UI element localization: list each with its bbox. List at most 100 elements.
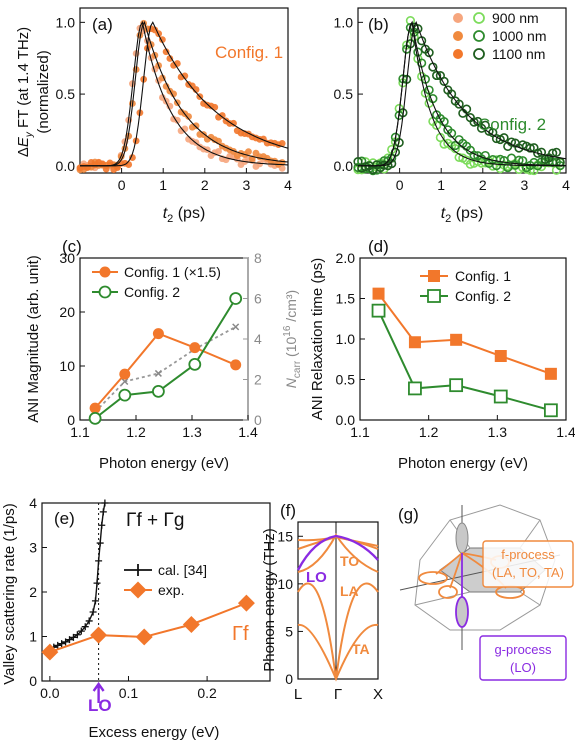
config1-marker [408, 336, 421, 349]
exp-marker [135, 628, 153, 646]
ncarr-line [94, 326, 237, 413]
x-tick-label: 1.2 [419, 424, 439, 440]
cal-marker [98, 521, 106, 529]
data-point [125, 161, 133, 168]
x-tick-label: 0.0 [40, 685, 60, 701]
legend-d-config2-label: Config. 2 [455, 288, 511, 304]
panel-f-la-label: LA [340, 583, 359, 599]
y2-tick-label: 6 [254, 291, 262, 307]
config2-marker [371, 303, 386, 318]
config2-marker [493, 389, 508, 404]
g-process-title: g-process [494, 642, 552, 657]
panel-b-xlabel: t2 (ps) [441, 205, 484, 225]
cal-marker [66, 636, 74, 644]
panel-e: 0.0 0.1 0.2 0 1 2 3 4 (e) Γf + Γg Γf cal. [34] … [1, 495, 271, 741]
x-tick-label: 1 [159, 177, 167, 193]
g-process-sub: (LO) [510, 660, 536, 675]
x-tick-label: 3 [521, 177, 529, 193]
cal-marker [54, 641, 62, 649]
y-tick-label: 0 [285, 671, 293, 687]
x-tick-label: 1.4 [238, 424, 258, 440]
x-tick-label: 0 [396, 177, 404, 193]
panel-c-lines [88, 292, 243, 425]
panel-d-xlabel: Photon energy (eV) [398, 455, 528, 472]
cal-marker [69, 633, 77, 641]
x-tick-label: 0.1 [119, 685, 139, 701]
x-tick-label: 2 [201, 177, 209, 193]
panel-e-ylabel: Valley scattering rate (1/ps) [1, 503, 18, 684]
panel-e-xlabel: Excess energy (eV) [89, 724, 220, 741]
cal-marker [96, 539, 104, 547]
panel-f-lo-branch [296, 534, 379, 571]
legend-1100-label: 1100 nm [492, 46, 545, 62]
f-arrow-4 [449, 552, 463, 589]
x-tick-label: 0.2 [197, 685, 217, 701]
cal-marker [73, 631, 81, 639]
lo-arrow [92, 681, 105, 703]
data-point [215, 147, 222, 155]
cal-marker [62, 638, 70, 646]
panel-f-acoustic-branch [297, 582, 379, 680]
cal-marker [93, 579, 101, 587]
x-tick-label: 0 [118, 177, 126, 193]
panel-a-xlabel: t2 (ps) [163, 205, 206, 225]
panel-d-ylabel: ANI Relaxation time (ps) [309, 258, 326, 421]
panel-b-fits [358, 20, 567, 167]
y2-tick-label: 0 [254, 412, 262, 428]
panel-a-ticks: 0 1 2 3 4 0.0 0.5 1.0 [56, 14, 293, 193]
x-tick-label: 2 [479, 177, 487, 193]
legend-1000-open-marker [473, 30, 485, 42]
data-point [469, 117, 479, 127]
config2-marker [188, 357, 202, 371]
panel-e-ticks: 0.0 0.1 0.2 0 1 2 3 4 [29, 495, 217, 701]
config2-marker [118, 388, 132, 402]
y-tick-label: 0.5 [336, 372, 356, 388]
legend-config2-label: Config. 2 [124, 284, 180, 300]
x-tick-label: 1.1 [350, 424, 370, 440]
x-tick-label: 4 [284, 177, 292, 193]
exp-marker [41, 643, 59, 661]
y-tick-label: 0 [29, 673, 37, 689]
legend-1000-label: 1000 nm [492, 28, 546, 44]
panel-a-ylabel-line2: (normalized) [35, 50, 52, 133]
f-process-title: f-process [501, 547, 555, 562]
panel-c-xlabel: Photon energy (eV) [99, 455, 229, 472]
data-point [230, 119, 237, 127]
ncarr-marker [121, 377, 129, 386]
x-tick-label: 1.1 [70, 424, 90, 440]
data-point [162, 83, 170, 90]
data-point [166, 102, 174, 110]
config1-marker [152, 328, 164, 340]
data-point [447, 89, 457, 99]
valley-bottom [455, 596, 469, 628]
ncarr-marker [154, 369, 162, 377]
data-point [480, 150, 490, 161]
legend-exp-marker [129, 581, 147, 599]
data-point [192, 122, 200, 130]
y-tick-label: 1 [29, 629, 37, 645]
exp-marker [182, 615, 200, 633]
panel-e-lo-label: LO [88, 696, 112, 715]
data-point [173, 116, 181, 124]
panel-d-legend: Config. 1 Config. 2 [420, 268, 511, 304]
config2-marker [543, 403, 558, 418]
data-point [432, 120, 442, 130]
cal-marker [91, 597, 99, 605]
data-point [551, 147, 562, 158]
panel-c-y2label: Ncarr (1016 /cm³) [282, 290, 303, 388]
legend-config1-marker [99, 266, 111, 278]
cal-marker [81, 623, 89, 631]
cal-marker [77, 627, 85, 635]
y-tick-label: 15 [277, 528, 293, 544]
legend-config2-marker [98, 285, 112, 299]
data-point [278, 140, 286, 147]
legend-1000-filled-marker [453, 31, 463, 41]
legend-d-config1-marker [428, 270, 440, 282]
data-point [162, 48, 170, 56]
y2-tick-label: 8 [254, 250, 262, 266]
legend-900-open-marker [473, 12, 485, 24]
data-point [170, 90, 178, 98]
panel-f-ticks: 0 5 10 15 L Γ X [277, 528, 383, 703]
panel-c-ylabel: ANI Magnitude (arb. unit) [25, 255, 42, 423]
legend-cal-label: cal. [34] [158, 562, 207, 578]
